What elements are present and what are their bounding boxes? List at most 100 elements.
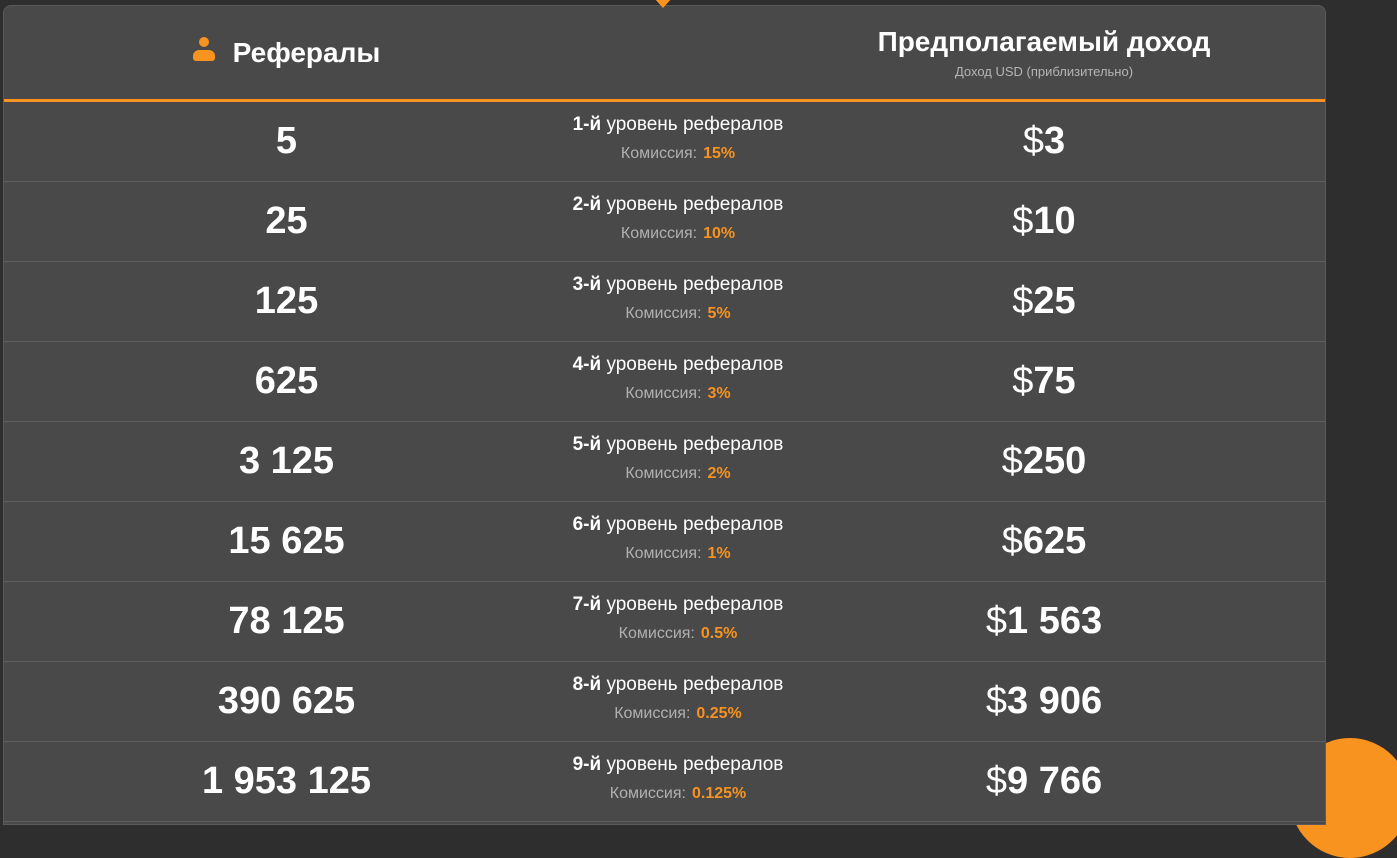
level-cell: 7-й уровень рефералов Комиссия: 0.5% xyxy=(478,582,878,661)
currency-symbol: $ xyxy=(985,760,1008,802)
commission-label: Комиссия: xyxy=(625,305,702,322)
level-cell: 5-й уровень рефералов Комиссия: 2% xyxy=(478,422,878,501)
level-number: 8-й xyxy=(572,674,602,695)
level-number: 2-й xyxy=(572,194,602,215)
commission-value: 0.25% xyxy=(696,705,742,722)
income-amount: 3 906 xyxy=(1007,680,1103,722)
commission-label: Комиссия: xyxy=(620,225,698,242)
income-amount: 625 xyxy=(1022,520,1087,562)
currency-symbol: $ xyxy=(1001,520,1023,562)
level-text: уровень рефералов xyxy=(606,274,784,295)
currency-symbol: $ xyxy=(1022,120,1044,162)
income-value: $250 xyxy=(794,422,1294,501)
referrals-header-label: Рефералы xyxy=(232,36,381,68)
commission: Комиссия: 1% xyxy=(478,545,878,563)
commission-label: Комиссия: xyxy=(625,385,702,402)
income-value: $25 xyxy=(794,262,1294,341)
income-amount: 1 563 xyxy=(1007,600,1103,642)
level-number: 9-й xyxy=(572,754,602,775)
referral-count: 78 125 xyxy=(228,600,345,642)
level-cell: 3-й уровень рефералов Комиссия: 5% xyxy=(478,262,878,341)
table-row: 1 953 125 9-й уровень рефералов Комиссия… xyxy=(4,742,1325,822)
referral-count: 25 xyxy=(265,200,308,242)
commission-value: 0.5% xyxy=(700,625,738,642)
referral-income-table: Рефералы Предполагаемый доход Доход USD … xyxy=(3,5,1326,825)
currency-symbol: $ xyxy=(985,600,1008,642)
level-text: уровень рефералов xyxy=(606,434,784,455)
income-value: $75 xyxy=(794,342,1294,421)
currency-symbol: $ xyxy=(1012,280,1034,322)
level-title: 1-й уровень рефералов xyxy=(478,114,878,136)
income-value: $10 xyxy=(794,182,1294,261)
table-row: 125 3-й уровень рефералов Комиссия: 5% $2… xyxy=(4,262,1325,342)
level-title: 8-й уровень рефералов xyxy=(478,674,878,696)
income-value: $625 xyxy=(794,502,1294,581)
table-row: 15 625 6-й уровень рефералов Комиссия: 1%… xyxy=(4,502,1325,582)
commission: Комиссия: 2% xyxy=(478,465,878,483)
level-number: 4-й xyxy=(572,354,602,375)
income-value: $3 906 xyxy=(794,662,1294,741)
income-header-subtitle: Доход USD (приблизительно) xyxy=(954,64,1134,79)
commission-label: Комиссия: xyxy=(609,785,686,802)
commission: Комиссия: 0.5% xyxy=(478,625,878,643)
level-cell: 8-й уровень рефералов Комиссия: 0.25% xyxy=(478,662,878,741)
commission-label: Комиссия: xyxy=(625,545,702,562)
level-text: уровень рефералов xyxy=(606,674,784,695)
commission-value: 5% xyxy=(707,305,731,322)
level-title: 4-й уровень рефералов xyxy=(478,354,878,376)
table-row: 25 2-й уровень рефералов Комиссия: 10% $1… xyxy=(4,182,1325,262)
commission: Комиссия: 15% xyxy=(478,145,878,163)
top-pointer-triangle xyxy=(654,0,672,8)
currency-symbol: $ xyxy=(1001,440,1023,482)
table-body: 5 1-й уровень рефералов Комиссия: 15% $3 … xyxy=(4,102,1325,822)
level-number: 3-й xyxy=(572,274,602,295)
commission-label: Комиссия: xyxy=(618,625,695,642)
level-text: уровень рефералов xyxy=(606,754,784,775)
income-amount: 9 766 xyxy=(1007,760,1103,802)
referral-count: 15 625 xyxy=(228,520,345,562)
level-text: уровень рефералов xyxy=(606,194,784,215)
commission-label: Комиссия: xyxy=(620,145,698,162)
referral-count: 625 xyxy=(254,360,319,402)
table-row: 3 125 5-й уровень рефералов Комиссия: 2% … xyxy=(4,422,1325,502)
table-row: 390 625 8-й уровень рефералов Комиссия: 0… xyxy=(4,662,1325,742)
currency-symbol: $ xyxy=(985,680,1008,722)
commission: Комиссия: 0.25% xyxy=(478,705,878,723)
commission-value: 2% xyxy=(707,465,731,482)
level-text: уровень рефералов xyxy=(606,514,784,535)
income-amount: 75 xyxy=(1033,360,1076,402)
commission-label: Комиссия: xyxy=(614,705,691,722)
user-icon xyxy=(192,36,215,63)
level-title: 9-й уровень рефералов xyxy=(478,754,878,776)
commission: Комиссия: 5% xyxy=(478,305,878,323)
level-title: 2-й уровень рефералов xyxy=(478,194,878,216)
commission-value: 1% xyxy=(707,545,731,562)
currency-symbol: $ xyxy=(1012,360,1034,402)
level-title: 3-й уровень рефералов xyxy=(478,274,878,296)
table-row: 78 125 7-й уровень рефералов Комиссия: 0.… xyxy=(4,582,1325,662)
level-title: 6-й уровень рефералов xyxy=(478,514,878,536)
level-text: уровень рефералов xyxy=(606,594,784,615)
level-number: 1-й xyxy=(572,114,602,135)
commission-label: Комиссия: xyxy=(625,465,702,482)
level-cell: 6-й уровень рефералов Комиссия: 1% xyxy=(478,502,878,581)
income-amount: 10 xyxy=(1033,200,1076,242)
table-row: 5 1-й уровень рефералов Комиссия: 15% $3 xyxy=(4,102,1325,182)
income-column-header: Предполагаемый доход Доход USD (приблизи… xyxy=(794,6,1294,99)
level-cell: 2-й уровень рефералов Комиссия: 10% xyxy=(478,182,878,261)
commission-value: 3% xyxy=(707,385,731,402)
referral-count: 125 xyxy=(254,280,319,322)
referral-count: 3 125 xyxy=(238,440,335,482)
level-title: 7-й уровень рефералов xyxy=(478,594,878,616)
level-title: 5-й уровень рефералов xyxy=(478,434,878,456)
commission-value: 0.125% xyxy=(691,785,747,802)
commission: Комиссия: 10% xyxy=(478,225,878,243)
income-value: $1 563 xyxy=(794,582,1294,661)
commission: Комиссия: 3% xyxy=(478,385,878,403)
level-number: 5-й xyxy=(572,434,602,455)
referrals-column-header: Рефералы xyxy=(4,6,569,99)
level-cell: 1-й уровень рефералов Комиссия: 15% xyxy=(478,102,878,181)
table-row: 625 4-й уровень рефералов Комиссия: 3% $7… xyxy=(4,342,1325,422)
level-number: 7-й xyxy=(572,594,602,615)
income-header-label: Предполагаемый доход xyxy=(877,26,1211,57)
